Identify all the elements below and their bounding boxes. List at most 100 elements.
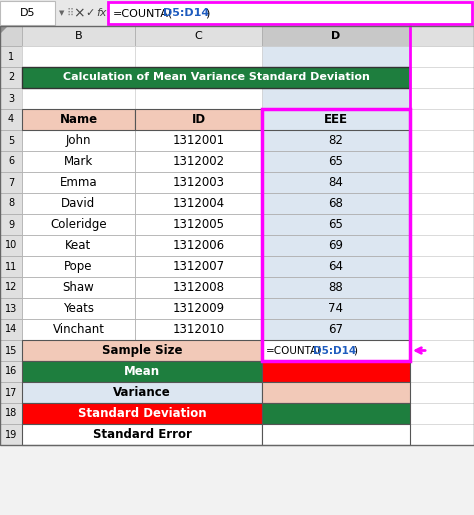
Bar: [0, 26, 22, 46]
Bar: [0, 88, 22, 109]
Bar: [0, 424, 22, 445]
Bar: [22, 235, 135, 256]
Bar: [0, 193, 22, 214]
Bar: [0, 235, 22, 256]
Text: 1312002: 1312002: [173, 155, 225, 168]
Bar: [22, 319, 135, 340]
Bar: [135, 109, 262, 130]
Text: 14: 14: [5, 324, 17, 335]
Bar: [22, 214, 135, 235]
Bar: [0, 319, 22, 340]
Text: 1: 1: [8, 52, 14, 61]
Bar: [262, 235, 410, 256]
Text: =COUNTA(: =COUNTA(: [266, 346, 322, 355]
Text: 12: 12: [5, 283, 17, 293]
Text: 7: 7: [8, 178, 14, 187]
Text: D5:D14: D5:D14: [163, 8, 209, 18]
Bar: [262, 277, 410, 298]
Bar: [135, 88, 262, 109]
Bar: [410, 109, 474, 130]
Bar: [0, 403, 22, 424]
Bar: [410, 361, 474, 382]
Bar: [262, 88, 410, 109]
Bar: [135, 319, 262, 340]
Bar: [135, 130, 262, 151]
Bar: [410, 382, 474, 403]
Text: 65: 65: [328, 155, 344, 168]
Bar: [0, 109, 22, 130]
Text: fx: fx: [97, 8, 107, 18]
Bar: [262, 319, 410, 340]
Text: 13: 13: [5, 303, 17, 314]
Text: 1312004: 1312004: [173, 197, 225, 210]
Bar: [135, 298, 262, 319]
Bar: [262, 172, 410, 193]
Text: 2: 2: [8, 73, 14, 82]
Bar: [22, 46, 135, 67]
Bar: [410, 214, 474, 235]
Bar: [135, 151, 262, 172]
Bar: [22, 151, 135, 172]
Bar: [410, 88, 474, 109]
Text: =COUNTA(: =COUNTA(: [113, 8, 173, 18]
Bar: [262, 298, 410, 319]
Text: 1312008: 1312008: [173, 281, 225, 294]
Bar: [135, 256, 262, 277]
Text: Mark: Mark: [64, 155, 93, 168]
Bar: [22, 403, 262, 424]
Bar: [262, 256, 410, 277]
Bar: [22, 298, 135, 319]
Bar: [22, 26, 135, 46]
Bar: [22, 67, 410, 88]
Bar: [0, 214, 22, 235]
Bar: [410, 319, 474, 340]
Bar: [262, 193, 410, 214]
Bar: [0, 172, 22, 193]
Bar: [22, 382, 262, 403]
Text: 1312003: 1312003: [173, 176, 225, 189]
Bar: [0, 67, 22, 88]
Text: John: John: [66, 134, 91, 147]
Text: 15: 15: [5, 346, 17, 355]
Text: 11: 11: [5, 262, 17, 271]
Bar: [0, 340, 22, 361]
Text: 67: 67: [328, 323, 344, 336]
Bar: [135, 26, 262, 46]
Text: ▼: ▼: [59, 10, 64, 16]
Bar: [0, 0, 474, 26]
Text: Sample Size: Sample Size: [102, 344, 182, 357]
Text: ×: ×: [73, 6, 85, 20]
Bar: [135, 172, 262, 193]
Text: 64: 64: [328, 260, 344, 273]
Text: 1312009: 1312009: [173, 302, 225, 315]
Bar: [0, 277, 22, 298]
Text: Shaw: Shaw: [63, 281, 94, 294]
Text: 18: 18: [5, 408, 17, 419]
Bar: [22, 424, 262, 445]
Text: Yeats: Yeats: [63, 302, 94, 315]
Text: 82: 82: [328, 134, 344, 147]
Bar: [0, 382, 22, 403]
Bar: [262, 403, 410, 424]
Text: 1312010: 1312010: [173, 323, 225, 336]
Bar: [135, 46, 262, 67]
Text: Standard Error: Standard Error: [92, 428, 191, 441]
Bar: [0, 361, 22, 382]
Bar: [262, 151, 410, 172]
Text: 5: 5: [8, 135, 14, 146]
Bar: [410, 130, 474, 151]
Bar: [108, 2, 472, 24]
Text: 1312006: 1312006: [173, 239, 225, 252]
Bar: [22, 88, 135, 109]
Text: Keat: Keat: [65, 239, 91, 252]
Text: Standard Deviation: Standard Deviation: [78, 407, 206, 420]
Bar: [410, 235, 474, 256]
Bar: [22, 340, 262, 361]
Text: 84: 84: [328, 176, 344, 189]
Bar: [262, 109, 410, 361]
Bar: [0, 26, 474, 445]
Bar: [262, 214, 410, 235]
Text: 65: 65: [328, 218, 344, 231]
Text: D5:D14: D5:D14: [313, 346, 356, 355]
Bar: [410, 26, 474, 46]
